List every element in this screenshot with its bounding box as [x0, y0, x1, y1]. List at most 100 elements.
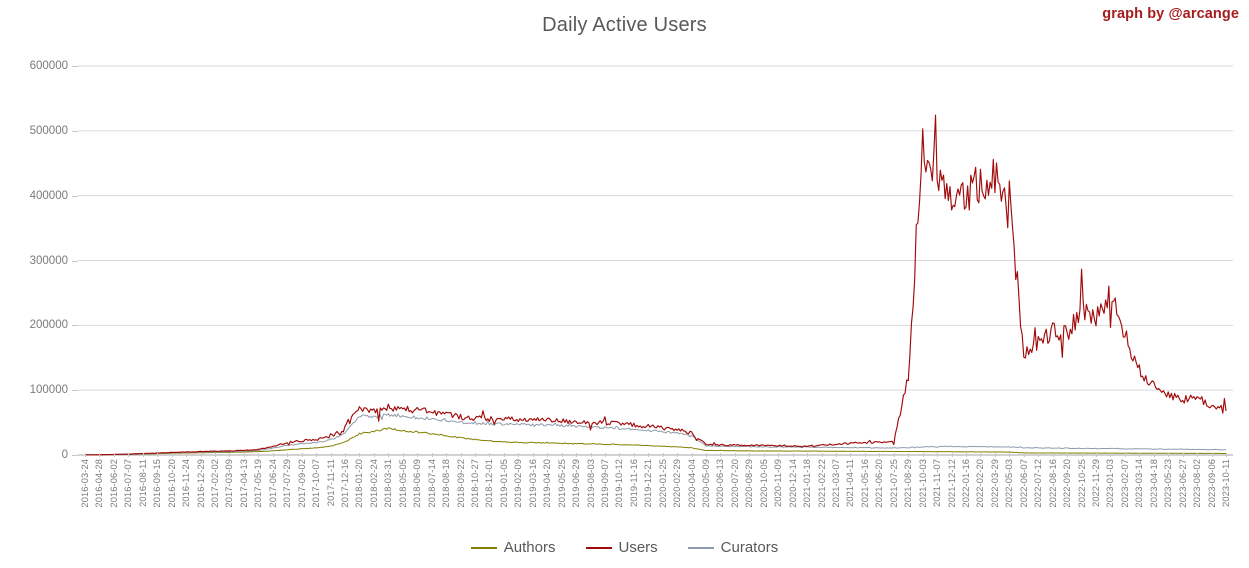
x-tick-label: 2018-08-18: [441, 459, 452, 508]
x-tick-mark: [1009, 453, 1011, 457]
x-tick-mark: [778, 453, 780, 457]
x-tick-label: 2017-12-16: [339, 459, 350, 508]
x-tick-mark: [258, 453, 260, 457]
x-tick-mark: [1038, 453, 1040, 457]
x-tick-label: 2021-05-16: [859, 459, 870, 508]
x-tick-mark: [1211, 453, 1213, 457]
x-tick-mark: [633, 453, 635, 457]
x-tick-label: 2019-11-16: [628, 459, 639, 507]
x-tick-label: 2020-06-13: [715, 459, 726, 508]
y-tick-label: 200000: [29, 319, 68, 332]
x-tick-mark: [171, 453, 173, 457]
x-tick-label: 2021-01-18: [802, 459, 813, 508]
x-tick-label: 2018-09-22: [455, 459, 466, 508]
x-tick-mark: [734, 453, 736, 457]
plot-area: [78, 65, 1233, 456]
x-tick-mark: [1197, 453, 1199, 457]
x-tick-mark: [1110, 453, 1112, 457]
x-tick-label: 2016-12-29: [195, 459, 206, 508]
x-tick-mark: [359, 453, 361, 457]
x-tick-mark: [128, 453, 130, 457]
x-tick-mark: [966, 453, 968, 457]
chart-title: Daily Active Users: [542, 14, 707, 36]
x-tick-label: 2022-09-20: [1062, 459, 1073, 508]
x-tick-label: 2016-11-24: [181, 459, 192, 507]
x-tick-mark: [287, 453, 289, 457]
y-tick-mark: [72, 195, 78, 197]
x-tick-label: 2016-10-20: [166, 459, 177, 508]
x-tick-label: 2016-04-28: [94, 459, 105, 508]
gridlines: [78, 65, 1233, 456]
x-tick-mark: [792, 453, 794, 457]
x-tick-label: 2019-03-16: [527, 459, 538, 508]
x-tick-label: 2016-07-07: [123, 459, 134, 508]
x-tick-mark: [446, 453, 448, 457]
y-tick-mark: [72, 66, 78, 67]
x-tick-mark: [706, 453, 708, 457]
x-tick-mark: [301, 453, 303, 457]
series-line-authors: [85, 428, 1226, 455]
x-tick-mark: [850, 453, 852, 457]
x-tick-mark: [417, 453, 419, 457]
x-tick-label: 2023-10-11: [1221, 459, 1231, 507]
x-tick-label: 2021-06-20: [874, 459, 885, 508]
x-tick-mark: [590, 453, 592, 457]
x-tick-label: 2017-06-24: [267, 459, 278, 508]
legend-item-curators[interactable]: Curators: [687, 539, 778, 556]
x-tick-mark: [344, 453, 346, 457]
x-tick-mark: [1124, 453, 1126, 457]
x-tick-label: 2017-05-19: [253, 459, 264, 508]
x-axis: 2016-03-24 2016-04-28 2016-06-02 2016-07-07…: [78, 453, 1233, 537]
x-tick-mark: [272, 453, 274, 457]
x-tick-mark: [749, 453, 751, 457]
x-tick-label: 2021-07-25: [888, 459, 899, 508]
x-tick-label: 2020-12-14: [787, 459, 798, 508]
legend-item-authors[interactable]: Authors: [470, 539, 556, 556]
x-tick-label: 2019-09-07: [599, 459, 610, 508]
x-tick-mark: [388, 453, 390, 457]
x-tick-mark: [937, 453, 939, 457]
x-tick-mark: [619, 453, 621, 457]
x-tick-mark: [142, 453, 144, 457]
x-tick-mark: [1153, 453, 1155, 457]
x-tick-mark: [864, 453, 866, 457]
x-tick-label: 2022-01-16: [961, 459, 972, 508]
x-tick-label: 2017-07-29: [282, 459, 293, 508]
x-tick-mark: [561, 453, 563, 457]
x-tick-mark: [1139, 453, 1141, 457]
x-tick-label: 2022-05-03: [1004, 459, 1015, 508]
legend-swatch-authors: [470, 546, 497, 549]
x-tick-mark: [460, 453, 462, 457]
x-tick-label: 2017-02-02: [209, 459, 220, 508]
y-tick-label: 0: [61, 449, 68, 461]
x-tick-label: 2020-05-09: [701, 459, 712, 508]
x-tick-mark: [821, 453, 823, 457]
x-tick-mark: [908, 453, 910, 457]
x-tick-label: 2016-09-15: [152, 459, 163, 508]
x-tick-mark: [951, 453, 953, 457]
x-tick-label: 2019-10-12: [614, 459, 625, 508]
x-tick-label: 2019-06-29: [571, 459, 582, 508]
x-tick-label: 2023-04-18: [1148, 459, 1159, 508]
x-tick-mark: [113, 453, 115, 457]
legend-item-users[interactable]: Users: [585, 539, 658, 556]
x-tick-mark: [1182, 453, 1184, 457]
x-tick-label: 2021-02-22: [816, 459, 827, 508]
series-paths: [85, 115, 1226, 455]
x-tick-label: 2017-10-07: [311, 459, 322, 508]
x-tick-mark: [836, 453, 838, 457]
y-tick-mark: [72, 455, 78, 456]
x-tick-label: 2021-08-29: [903, 459, 914, 508]
x-tick-label: 2022-06-07: [1018, 459, 1029, 508]
x-tick-label: 2018-05-05: [397, 459, 408, 508]
x-tick-mark: [807, 453, 809, 457]
y-tick-mark: [72, 390, 78, 392]
y-tick-label: 300000: [29, 254, 68, 267]
x-tick-label: 2022-07-12: [1033, 459, 1044, 508]
x-tick-label: 2018-06-09: [412, 459, 423, 508]
x-tick-label: 2022-10-25: [1076, 459, 1087, 508]
x-tick-mark: [489, 453, 491, 457]
x-tick-mark: [604, 453, 606, 457]
x-tick-mark: [879, 453, 881, 457]
x-tick-label: 2018-12-01: [484, 459, 495, 508]
